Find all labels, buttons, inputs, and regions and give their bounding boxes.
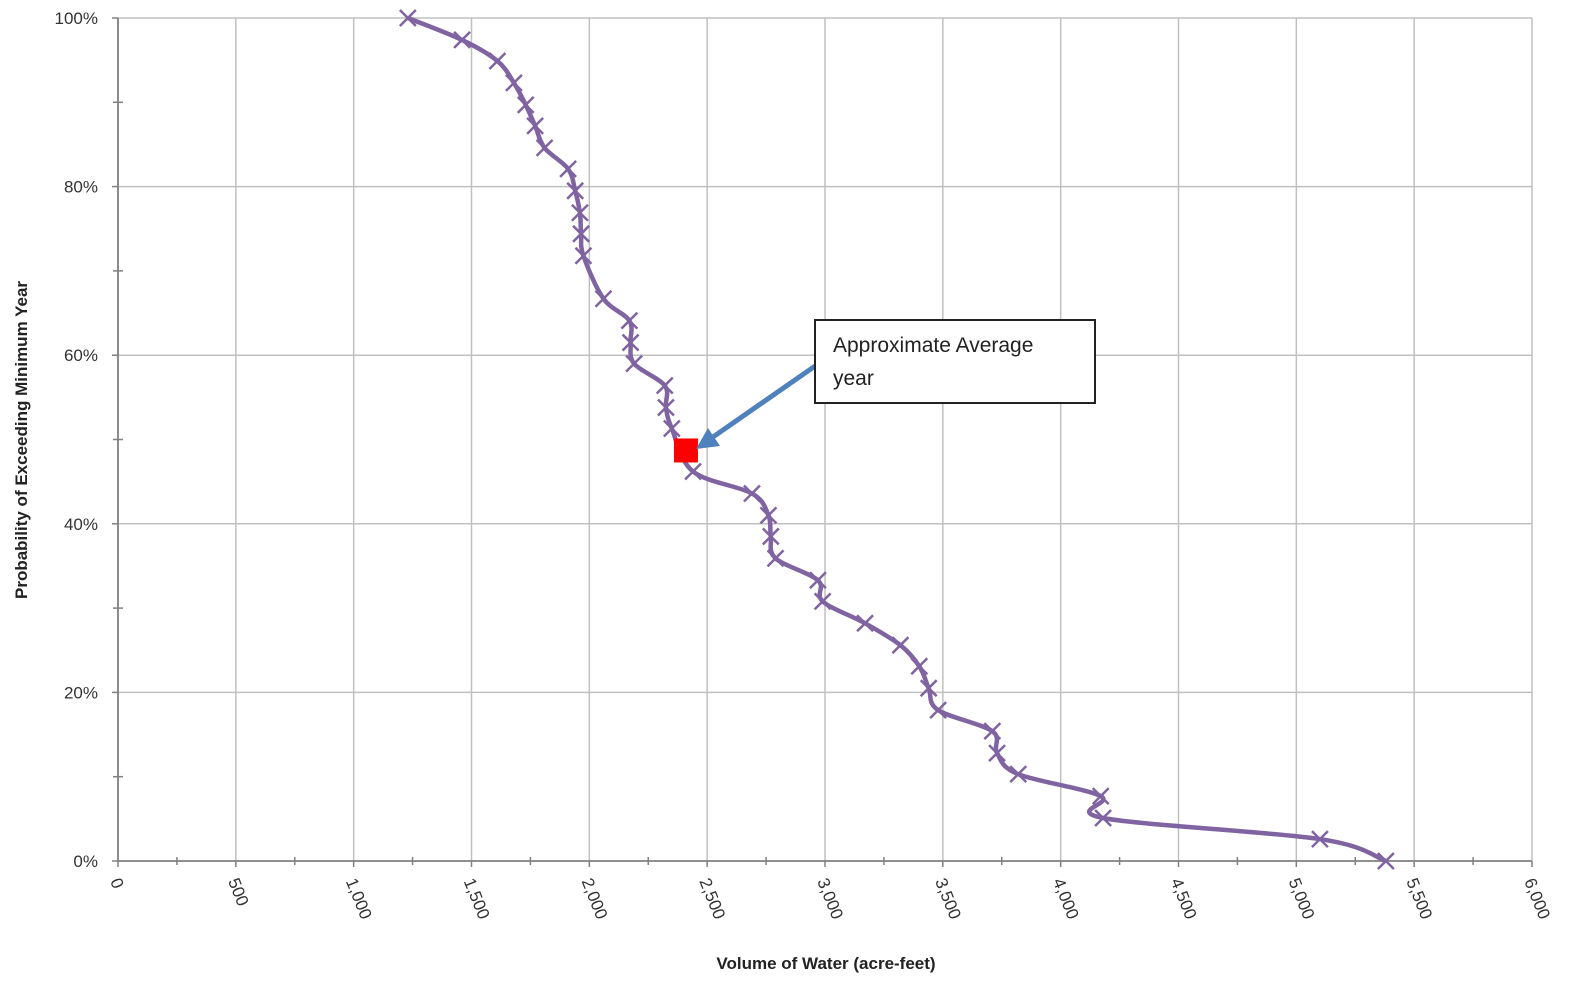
- data-point-marker: [988, 744, 1006, 762]
- data-point-marker: [929, 701, 948, 719]
- data-point-marker: [910, 657, 929, 676]
- data-point-marker: [891, 636, 910, 655]
- annotation-text-line-2: year: [833, 367, 874, 390]
- y-tick-label: 40%: [64, 515, 98, 534]
- data-point-marker: [1009, 765, 1028, 784]
- data-point-marker: [621, 333, 640, 352]
- data-point-marker: [1377, 852, 1395, 870]
- y-tick-label: 100%: [55, 9, 98, 28]
- data-point-marker: [572, 224, 590, 243]
- data-point-marker: [566, 181, 585, 200]
- y-tick-label: 80%: [64, 178, 98, 197]
- data-point-marker: [856, 614, 874, 633]
- data-point-marker: [574, 246, 593, 265]
- y-tick-label: 20%: [64, 683, 98, 702]
- y-tick-labels: 0% 20% 40% 60% 80% 100%: [55, 9, 98, 871]
- annotation-text-line-1: Approximate Average: [833, 334, 1033, 357]
- data-point-marker: [761, 527, 780, 546]
- data-point-marker: [1094, 809, 1112, 827]
- y-tick-label: 0%: [73, 852, 98, 871]
- data-point-marker: [809, 571, 827, 590]
- data-point-marker: [1091, 787, 1110, 805]
- data-point-marker: [453, 31, 471, 49]
- y-tick-label: 60%: [64, 346, 98, 365]
- data-point-marker: [655, 376, 674, 395]
- y-axis-title: Probability of Exceeding Minimum Year: [12, 281, 31, 599]
- data-point-marker: [919, 679, 938, 698]
- data-point-marker: [625, 354, 643, 373]
- series-layer: [398, 9, 1395, 870]
- data-point-marker: [766, 549, 785, 568]
- annotation-arrowhead: [696, 428, 720, 449]
- data-point-marker: [657, 398, 675, 417]
- data-point-marker: [743, 484, 761, 503]
- gridlines: [118, 17, 1533, 861]
- data-point-marker: [813, 592, 832, 611]
- data-point-marker: [398, 9, 417, 27]
- data-point-marker: [559, 160, 578, 178]
- data-point-marker: [571, 203, 589, 222]
- data-point-marker: [662, 419, 681, 438]
- highlight-layer: [673, 438, 698, 463]
- data-point-marker: [505, 74, 523, 92]
- axes: [112, 17, 1533, 867]
- data-point-marker: [759, 506, 778, 525]
- annotation-arrow: [698, 361, 820, 449]
- annotation-callout: Approximate Average year: [696, 319, 1096, 449]
- data-point-marker: [983, 722, 1002, 741]
- x-axis-title: Volume of Water (acre-feet): [716, 954, 935, 973]
- data-point-marker: [620, 311, 639, 330]
- data-point-marker: [1311, 830, 1329, 848]
- data-point-marker: [535, 138, 554, 157]
- data-point-marker: [516, 95, 535, 114]
- data-point-marker: [488, 52, 507, 70]
- data-point-marker: [684, 462, 702, 481]
- data-point-marker: [594, 289, 613, 308]
- annotation-box: [814, 319, 1096, 404]
- average-year-marker: [673, 438, 698, 463]
- data-point-marker: [526, 117, 545, 135]
